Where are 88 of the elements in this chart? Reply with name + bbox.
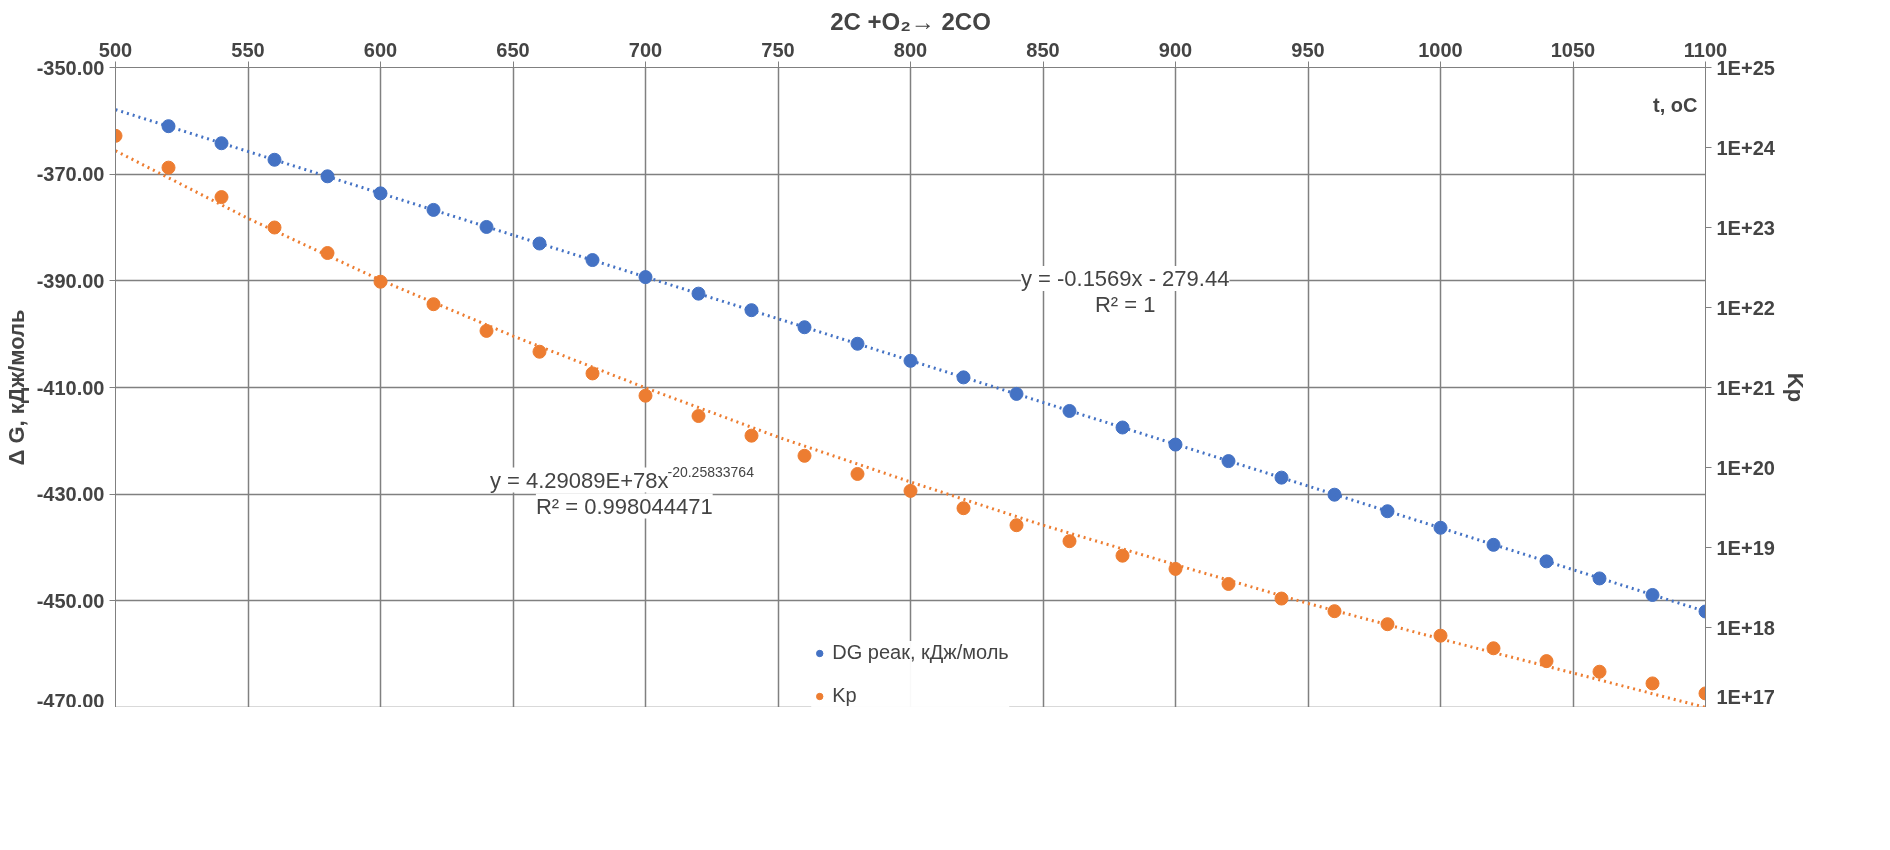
point bbox=[479, 219, 494, 234]
point bbox=[1115, 548, 1130, 563]
x-tick-label: 700 bbox=[628, 38, 663, 61]
point bbox=[797, 448, 812, 463]
y-tick-label: -470.00 bbox=[36, 689, 105, 712]
point bbox=[1380, 504, 1395, 519]
point bbox=[373, 274, 388, 289]
legend-label: DG реак, кДж/моль bbox=[832, 641, 1009, 664]
point bbox=[1592, 664, 1607, 679]
point bbox=[1539, 654, 1554, 669]
y-tick-label: -430.00 bbox=[36, 483, 105, 506]
y-tick-label: -410.00 bbox=[36, 376, 105, 399]
point bbox=[320, 169, 335, 184]
legend-label: Kp bbox=[832, 684, 857, 707]
y-tick-label: -390.00 bbox=[36, 269, 105, 292]
point bbox=[320, 246, 335, 260]
point bbox=[1009, 518, 1024, 533]
point bbox=[214, 190, 229, 205]
y2-tick-label: 1E+23 bbox=[1716, 216, 1775, 239]
point bbox=[373, 186, 388, 201]
point bbox=[1115, 420, 1130, 435]
point bbox=[744, 428, 759, 443]
point bbox=[1168, 437, 1183, 452]
y2-tick-label: 1E+21 bbox=[1716, 376, 1775, 399]
x-tick-label: 800 bbox=[893, 38, 928, 61]
point bbox=[691, 286, 706, 301]
point bbox=[1221, 576, 1236, 591]
point bbox=[1327, 487, 1342, 502]
y2-axis-title: Kp bbox=[1782, 372, 1808, 403]
point bbox=[850, 466, 865, 481]
x-tick-label: 550 bbox=[231, 38, 265, 61]
point bbox=[1486, 537, 1501, 552]
point bbox=[1380, 617, 1395, 632]
point bbox=[161, 119, 176, 134]
point bbox=[956, 501, 971, 516]
point bbox=[903, 353, 918, 368]
point bbox=[1062, 403, 1077, 418]
point bbox=[1168, 561, 1183, 576]
point bbox=[267, 220, 282, 235]
x-axis-title: t, oC bbox=[1653, 93, 1698, 116]
x-tick-label: 1050 bbox=[1550, 38, 1596, 61]
point bbox=[638, 270, 653, 285]
y-tick-label: -370.00 bbox=[36, 163, 105, 186]
y2-tick-label: 1E+19 bbox=[1716, 536, 1775, 559]
point bbox=[1645, 587, 1660, 602]
point bbox=[532, 344, 547, 359]
point bbox=[1433, 628, 1448, 643]
x-tick-label: 900 bbox=[1158, 38, 1193, 61]
x-tick-label: 750 bbox=[761, 38, 795, 61]
line-series bbox=[115, 149, 1706, 707]
x-tick-label: 850 bbox=[1026, 38, 1060, 61]
chart-title: 2C +O₂→ 2CO bbox=[830, 7, 991, 35]
annotation: y = -0.1569x - 279.44 R² = 1 bbox=[1020, 266, 1230, 317]
point bbox=[797, 320, 812, 335]
y2-tick-label: 1E+17 bbox=[1716, 685, 1775, 708]
point bbox=[214, 136, 229, 151]
x-tick-label: 1000 bbox=[1418, 38, 1463, 61]
x-tick-label: 950 bbox=[1291, 38, 1325, 61]
point bbox=[1433, 520, 1448, 535]
point bbox=[267, 152, 282, 167]
x-tick-label: 650 bbox=[496, 38, 530, 61]
y-tick-label: -450.00 bbox=[36, 589, 105, 612]
y2-tick-label: 1E+24 bbox=[1716, 136, 1776, 159]
point bbox=[161, 160, 176, 175]
point bbox=[1274, 591, 1289, 606]
x-tick-label: 600 bbox=[363, 38, 398, 61]
point bbox=[744, 303, 759, 318]
point bbox=[850, 336, 865, 351]
y2-tick-label: 1E+22 bbox=[1716, 296, 1775, 319]
point bbox=[479, 323, 494, 338]
point bbox=[585, 366, 600, 381]
point bbox=[426, 202, 441, 217]
y2-tick-label: 1E+20 bbox=[1716, 456, 1775, 479]
point bbox=[903, 483, 918, 498]
point bbox=[638, 388, 653, 403]
y2-tick-label: 1E+18 bbox=[1716, 616, 1775, 639]
point bbox=[1327, 604, 1342, 619]
point bbox=[1221, 454, 1236, 469]
point bbox=[691, 409, 706, 424]
point bbox=[1592, 571, 1607, 586]
y-axis-title: Δ G, кДж/моль bbox=[3, 309, 29, 466]
point bbox=[1062, 534, 1077, 549]
point bbox=[426, 297, 441, 312]
point bbox=[585, 253, 600, 268]
point bbox=[1274, 470, 1289, 485]
point bbox=[1009, 386, 1024, 401]
point bbox=[1486, 641, 1501, 656]
point bbox=[1645, 676, 1660, 691]
